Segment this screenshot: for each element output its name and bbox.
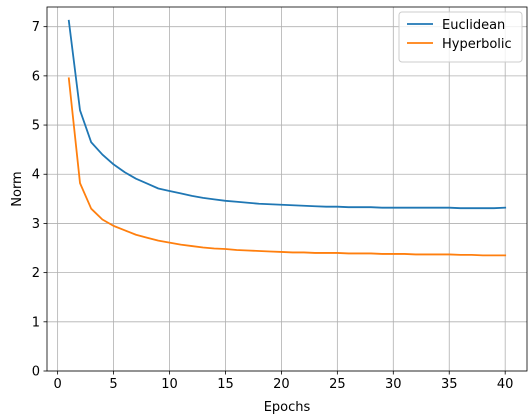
x-tick-label: 15 (217, 377, 234, 392)
x-tick-label: 5 (109, 377, 117, 392)
y-tick-label: 0 (32, 365, 40, 380)
y-tick-label: 5 (32, 119, 40, 134)
x-tick-label: 30 (385, 377, 402, 392)
x-tick-label: 40 (497, 377, 514, 392)
y-axis-label: Norm (10, 171, 25, 206)
series-lines (67, 19, 507, 257)
x-axis-label: Epochs (264, 400, 311, 415)
y-tick-label: 6 (32, 69, 40, 84)
y-tick-label: 2 (32, 266, 40, 281)
grid (47, 7, 527, 372)
axis-ticks: 0 5 10 15 20 25 30 35 40 0 1 2 3 4 5 6 7 (32, 20, 514, 392)
x-tick-label: 35 (441, 377, 458, 392)
legend-label-hyperbolic: Hyperbolic (442, 37, 512, 52)
y-tick-label: 3 (32, 217, 40, 232)
series-line-hyperbolic (67, 77, 507, 257)
series-line-euclidean (67, 19, 507, 210)
y-tick-label: 1 (32, 315, 40, 330)
legend-label-euclidean: Euclidean (442, 18, 505, 33)
legend: Euclidean Hyperbolic (398, 11, 523, 63)
x-tick-label: 25 (329, 377, 346, 392)
x-tick-label: 20 (273, 377, 290, 392)
plot-frame (46, 6, 528, 372)
y-tick-label: 7 (32, 20, 40, 35)
x-tick-label: 10 (161, 377, 178, 392)
x-tick-label: 0 (53, 377, 61, 392)
y-tick-label: 4 (32, 168, 40, 183)
